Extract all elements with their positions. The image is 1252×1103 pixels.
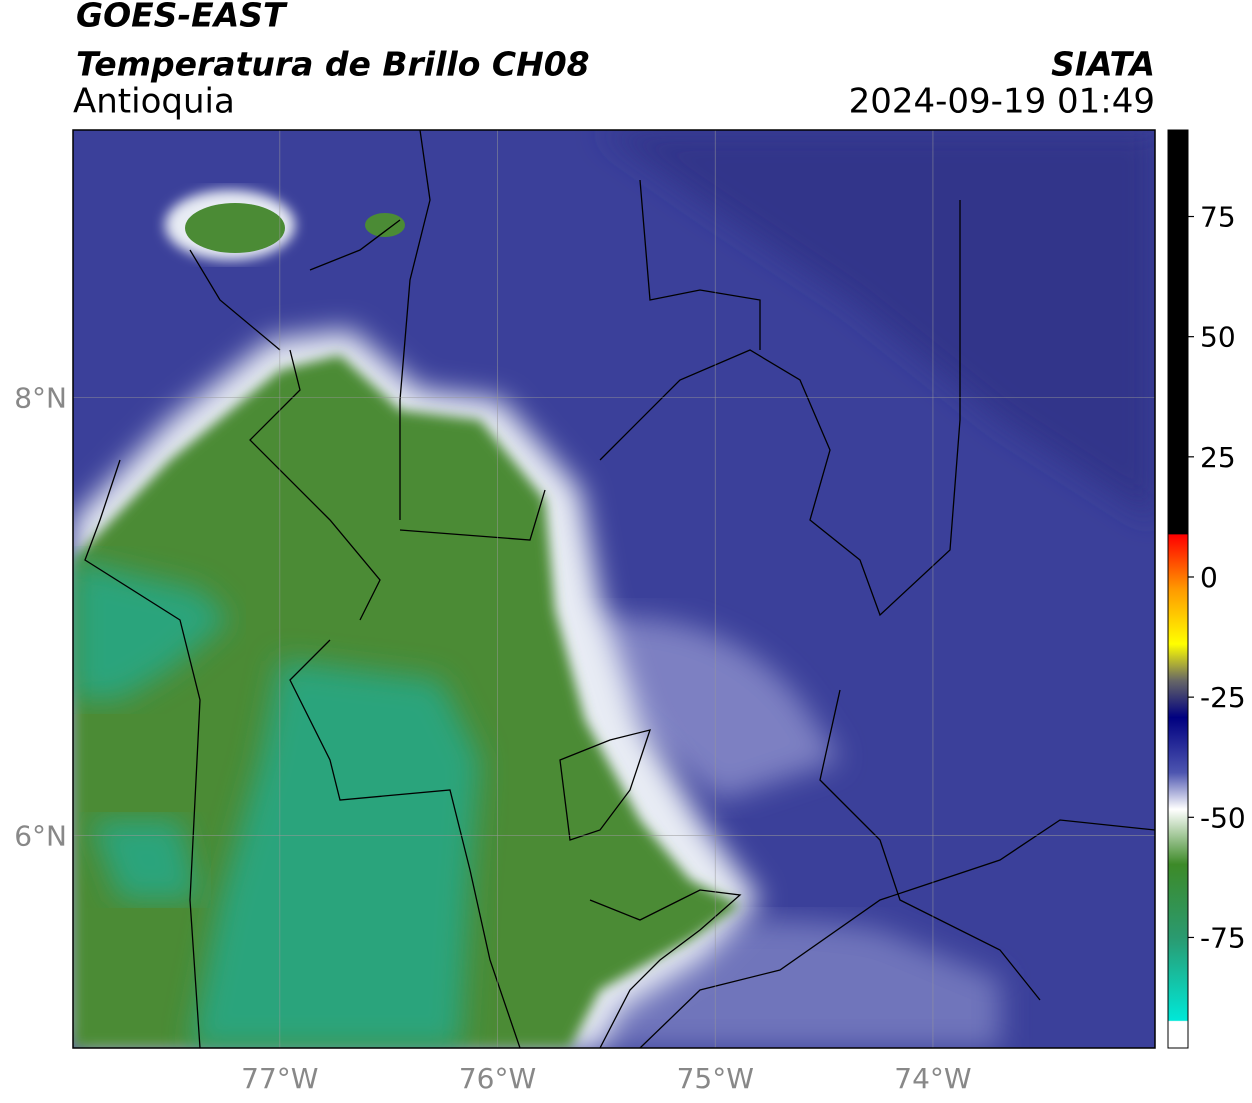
y-tick-label: 8°N (14, 381, 67, 414)
x-tick-label: 77°W (241, 1062, 318, 1095)
region: Antioquia (73, 82, 235, 122)
colorbar-tick-label: 75 (1200, 201, 1236, 234)
colorbar-tick-label: 25 (1200, 441, 1236, 474)
colorbar-tick-label: -50 (1200, 801, 1246, 834)
colorbar-tick-label: 0 (1200, 561, 1218, 594)
x-tick-label: 76°W (459, 1062, 536, 1095)
colorbar-tick-label: -25 (1200, 681, 1246, 714)
subtitle: Temperatura de Brillo CH08 (76, 45, 590, 84)
colorbar-tick-label: -75 (1200, 921, 1246, 954)
map-frame (72, 129, 1156, 1049)
graticule (73, 130, 1155, 1048)
y-tick-label: 6°N (14, 819, 67, 852)
colorbar-tick-label: 50 (1200, 321, 1236, 354)
title: GOES-EAST (76, 0, 288, 35)
x-tick-label: 75°W (677, 1062, 754, 1095)
x-tick-label: 74°W (894, 1062, 971, 1095)
source: SIATA (1051, 45, 1155, 84)
datetime: 2024-09-19 01:49 (849, 82, 1155, 122)
satellite-image (73, 130, 1155, 1048)
colorbar (1167, 129, 1189, 1049)
